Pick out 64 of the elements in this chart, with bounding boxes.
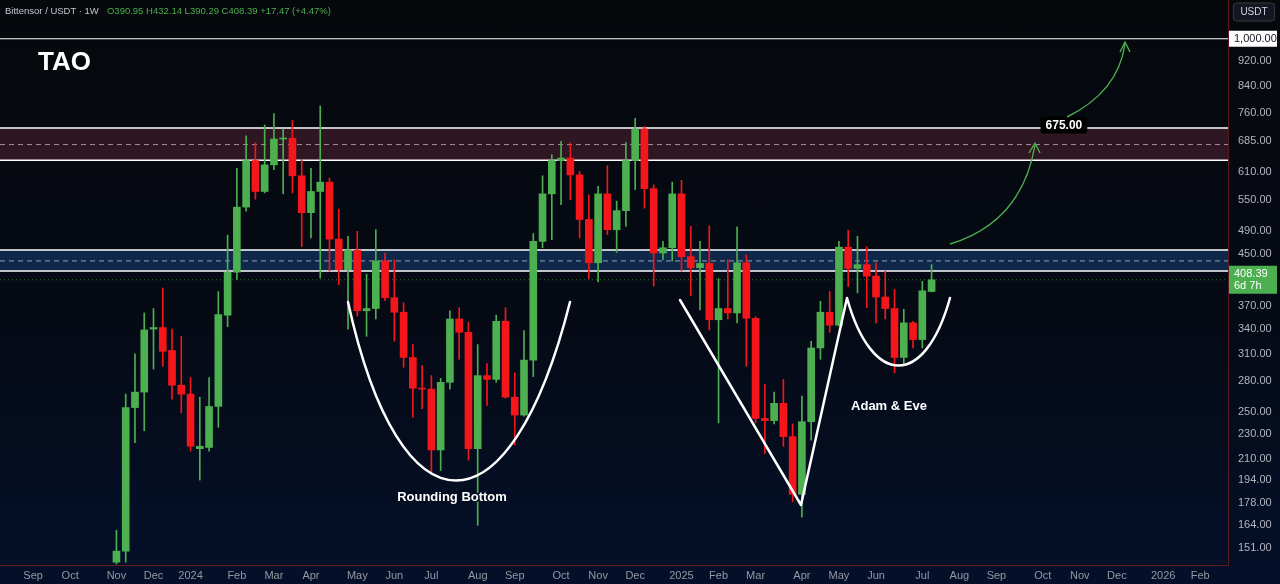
candlestick <box>483 363 491 406</box>
annotation: O390.95 H432.14 L390.29 C408.39 +17.47 (+4.47%) <box>106 4 331 16</box>
x-tick-label: Jun <box>867 568 885 581</box>
x-tick-label: Jul <box>424 568 439 581</box>
annotation: Adam & Eve <box>851 397 927 413</box>
x-tick-label: Sep <box>504 568 525 581</box>
x-tick-label: Oct <box>552 568 570 581</box>
candlestick <box>723 259 732 320</box>
x-tick-label: Nov <box>1070 568 1091 581</box>
annotation: 675.00 <box>1045 117 1083 132</box>
x-tick-label: 2026 <box>1150 568 1176 581</box>
x-tick-label: May <box>828 568 850 581</box>
y-tick-label: 230.00 <box>1238 427 1272 440</box>
x-tick-label: Dec <box>143 568 164 581</box>
x-tick-label: Aug <box>949 568 970 581</box>
candlestick <box>455 307 464 360</box>
y-tick-label: 920.00 <box>1238 54 1272 67</box>
annotation: Bittensor / USDT · 1W <box>5 4 99 16</box>
x-tick-label: Jul <box>915 568 930 581</box>
y-tick-label: 340.00 <box>1238 322 1272 335</box>
x-tick-label: Oct <box>1034 568 1052 581</box>
x-tick-label: Dec <box>625 568 646 581</box>
y-tick-label: 490.00 <box>1238 223 1272 236</box>
x-tick-label: Aug <box>467 568 488 581</box>
y-tick-label: 194.00 <box>1238 473 1272 486</box>
x-tick-label: 2024 <box>178 568 203 581</box>
x-tick-label: Mar <box>264 568 284 581</box>
x-tick-label: May <box>346 568 369 581</box>
y-tick-label: 178.00 <box>1238 496 1272 509</box>
x-tick-label: Nov <box>106 568 127 581</box>
y-tick-label: 310.00 <box>1238 346 1272 359</box>
candlestick <box>761 383 769 455</box>
x-tick-label: Apr <box>302 568 320 581</box>
y-tick-label: 550.00 <box>1238 192 1272 205</box>
ref-line-label: 1,000.00 <box>1234 31 1277 44</box>
x-tick-label: Sep <box>23 568 43 581</box>
y-tick-label: 450.00 <box>1238 246 1272 259</box>
y-tick-label: 210.00 <box>1238 451 1272 464</box>
candlestick <box>862 246 871 309</box>
candlestick <box>696 241 704 311</box>
x-tick-label: Oct <box>61 568 79 581</box>
y-tick-label: 151.00 <box>1238 540 1272 553</box>
x-tick-label: Apr <box>793 568 811 581</box>
y-tick-label: 370.00 <box>1238 299 1272 312</box>
x-tick-label: 2025 <box>669 568 694 581</box>
y-tick-label: 760.00 <box>1238 105 1272 118</box>
y-tick-label: 610.00 <box>1238 164 1272 177</box>
x-tick-label: Feb <box>227 568 247 581</box>
text: TAO <box>38 46 91 77</box>
y-axis-title: USDT <box>1240 6 1268 18</box>
x-tick-label: Feb <box>709 568 729 581</box>
x-tick-label: Sep <box>986 568 1007 581</box>
y-tick-label: 164.00 <box>1238 518 1272 531</box>
x-tick-label: Mar <box>746 568 766 581</box>
y-tick-label: 250.00 <box>1238 404 1272 417</box>
x-tick-label: Feb <box>1190 568 1210 581</box>
x-tick-label: Jun <box>385 568 404 581</box>
x-tick-label: Nov <box>588 568 609 581</box>
y-tick-label: 280.00 <box>1238 374 1272 387</box>
ref-line-label: 408.39 6d 7h <box>1234 266 1268 291</box>
y-tick-label: 685.00 <box>1238 133 1272 146</box>
y-tick-label: 840.00 <box>1238 78 1272 91</box>
x-tick-label: Dec <box>1107 568 1128 581</box>
candlestick <box>686 226 695 296</box>
